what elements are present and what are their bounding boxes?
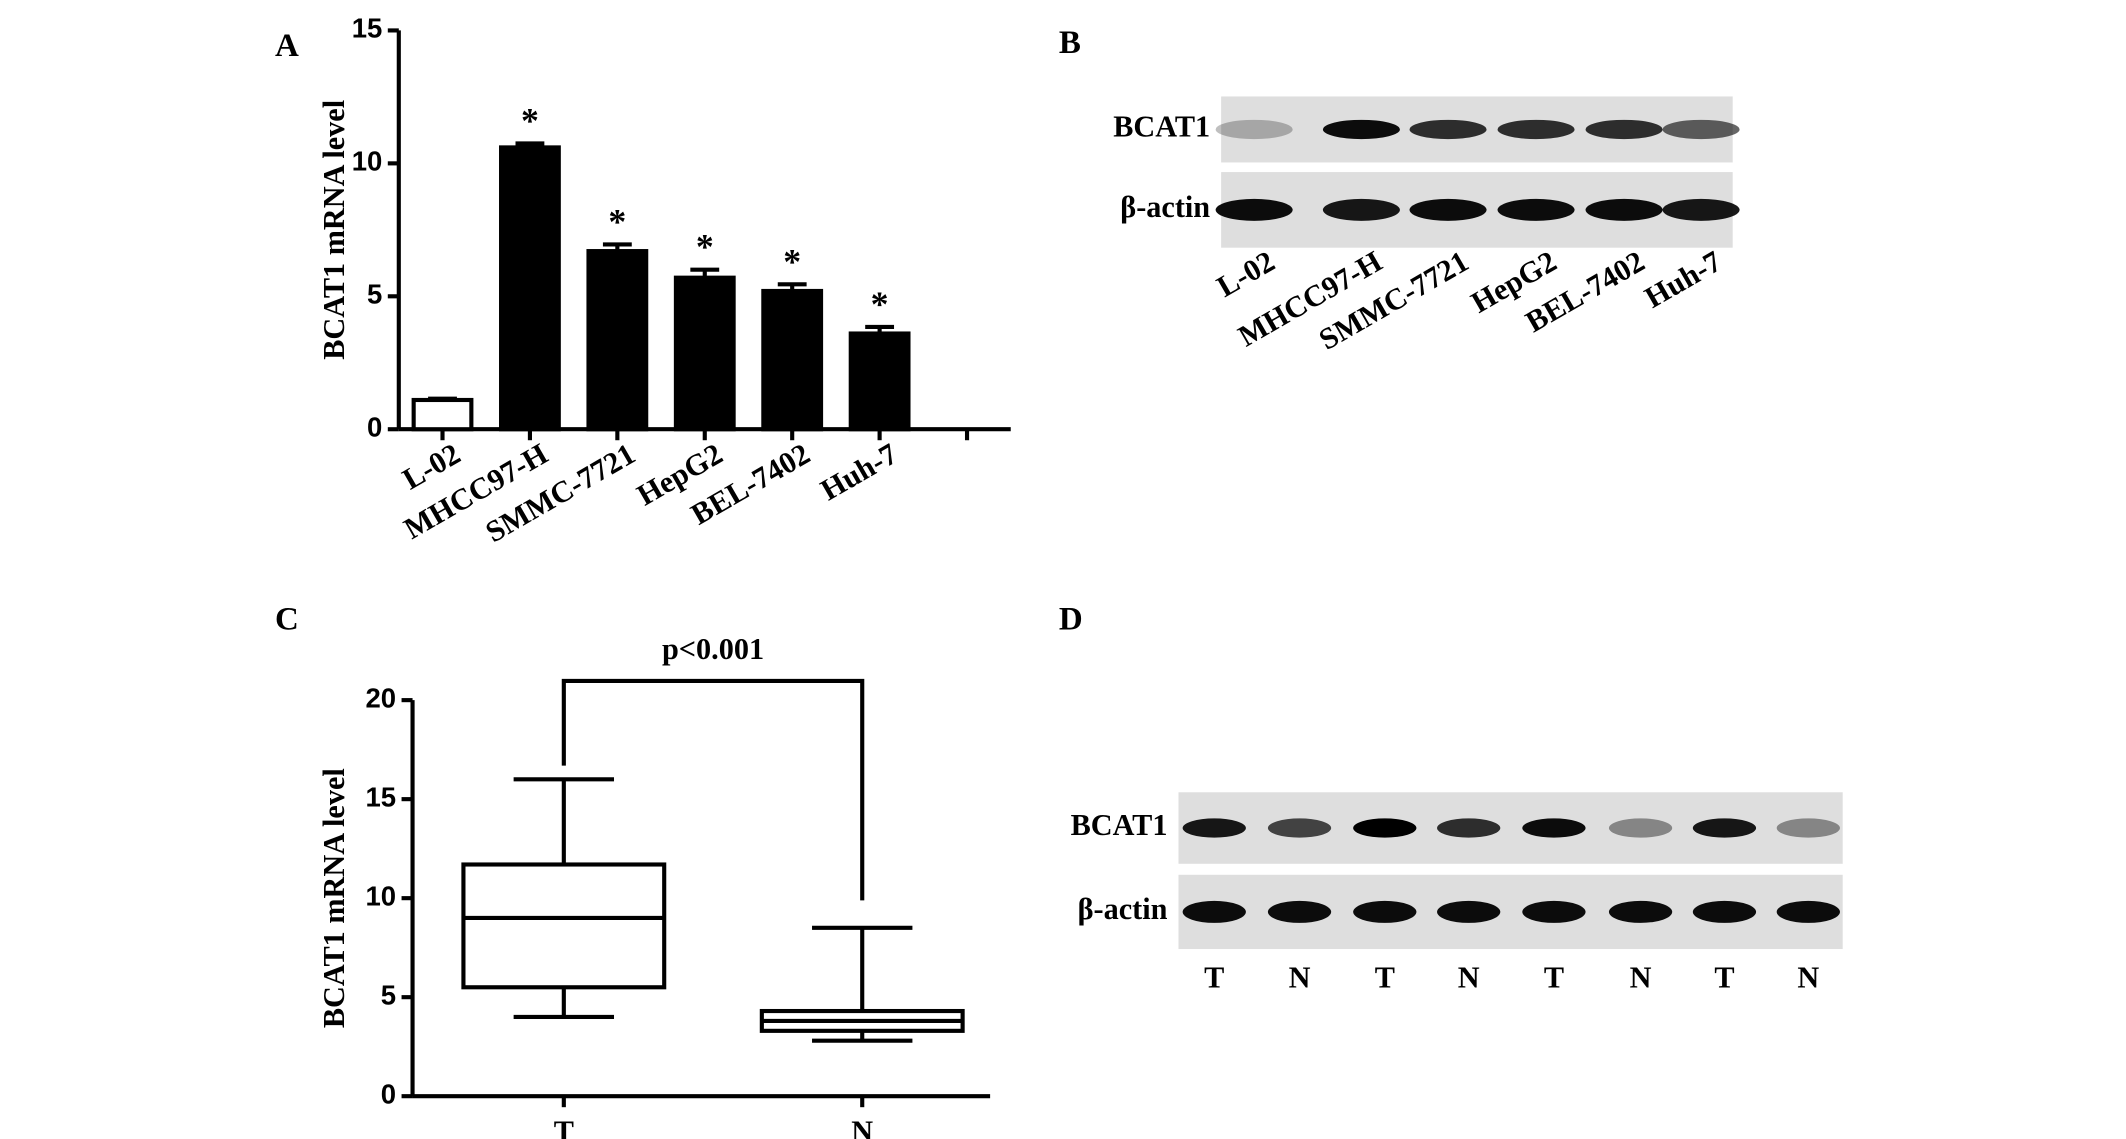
panel-letter: D: [1059, 601, 1083, 637]
blot-band: [1322, 119, 1400, 140]
lane-label: T: [1204, 961, 1224, 995]
blot-band: [1437, 900, 1501, 923]
significance-marker: *: [608, 201, 626, 241]
blot-band: [1409, 198, 1487, 221]
significance-marker: *: [696, 227, 714, 267]
bar: [411, 397, 474, 432]
blot-band: [1776, 818, 1840, 838]
blot-band: [1182, 818, 1246, 838]
significance-bracket: [561, 678, 865, 901]
lane-label: Huh-7: [1639, 244, 1727, 315]
lane-label: N: [1289, 961, 1311, 995]
y-tick-label: 5: [367, 279, 382, 310]
blot-band: [1608, 900, 1673, 923]
lane-label: N: [1630, 961, 1652, 995]
blot-band: [1662, 198, 1740, 221]
panel-letter: C: [275, 601, 299, 637]
lane-label: L-02: [1211, 244, 1280, 304]
blot-band: [1409, 119, 1487, 140]
blot-band: [1522, 818, 1586, 838]
bar: [848, 331, 911, 432]
y-axis-label: BCAT1 mRNA level: [317, 100, 351, 360]
significance-marker: *: [871, 284, 889, 324]
y-tick-label: 0: [381, 1078, 396, 1109]
blot-band: [1522, 900, 1586, 923]
blot-band: [1662, 119, 1740, 140]
panel-letter: B: [1059, 25, 1081, 61]
y-tick-label: 10: [352, 146, 383, 177]
blot-band: [1608, 818, 1673, 838]
blot-band: [1437, 818, 1501, 838]
panel-letter: A: [275, 28, 299, 64]
blot-band: [1267, 818, 1332, 838]
y-tick-label: 0: [367, 411, 382, 442]
blot-band: [1267, 900, 1332, 923]
blot-band: [1215, 198, 1293, 221]
blot-band: [1353, 900, 1417, 923]
x-tick-label: N: [851, 1115, 873, 1139]
blot-band: [1182, 900, 1246, 923]
significance-marker: *: [783, 241, 801, 281]
lane-label: T: [1375, 961, 1395, 995]
blot-band: [1692, 900, 1757, 923]
blot-row-label: BCAT1: [1071, 808, 1168, 842]
blot-band: [1322, 198, 1400, 221]
blot-band: [1497, 119, 1575, 140]
blot-band: [1776, 900, 1840, 923]
bar: [761, 288, 824, 432]
lane-label: T: [1714, 961, 1734, 995]
blot-row-label: β-actin: [1078, 892, 1168, 926]
bar: [673, 275, 736, 432]
bar: [499, 145, 561, 432]
lane-label: N: [1797, 961, 1819, 995]
blot-band: [1497, 198, 1575, 221]
p-value: p<0.001: [662, 632, 764, 666]
blot-row-label: β-actin: [1120, 190, 1210, 224]
y-tick-label: 20: [365, 682, 396, 713]
y-tick-label: 15: [365, 781, 396, 812]
blot-band: [1585, 119, 1663, 140]
y-axis-label: BCAT1 mRNA level: [317, 768, 351, 1028]
lane-label: N: [1458, 961, 1480, 995]
blot-band: [1215, 119, 1293, 140]
x-tick-label: T: [554, 1115, 574, 1139]
blot-band: [1585, 198, 1663, 221]
box: [461, 862, 667, 990]
y-tick-label: 5: [381, 979, 396, 1010]
significance-marker: *: [521, 100, 539, 140]
x-tick-label: Huh-7: [815, 437, 903, 508]
blot-band: [1353, 818, 1417, 838]
y-tick-label: 10: [365, 880, 396, 911]
y-tick-label: 15: [352, 13, 383, 44]
bar: [586, 249, 649, 432]
blot-band: [1692, 818, 1757, 838]
blot-row-label: BCAT1: [1113, 109, 1210, 143]
lane-label: T: [1544, 961, 1564, 995]
